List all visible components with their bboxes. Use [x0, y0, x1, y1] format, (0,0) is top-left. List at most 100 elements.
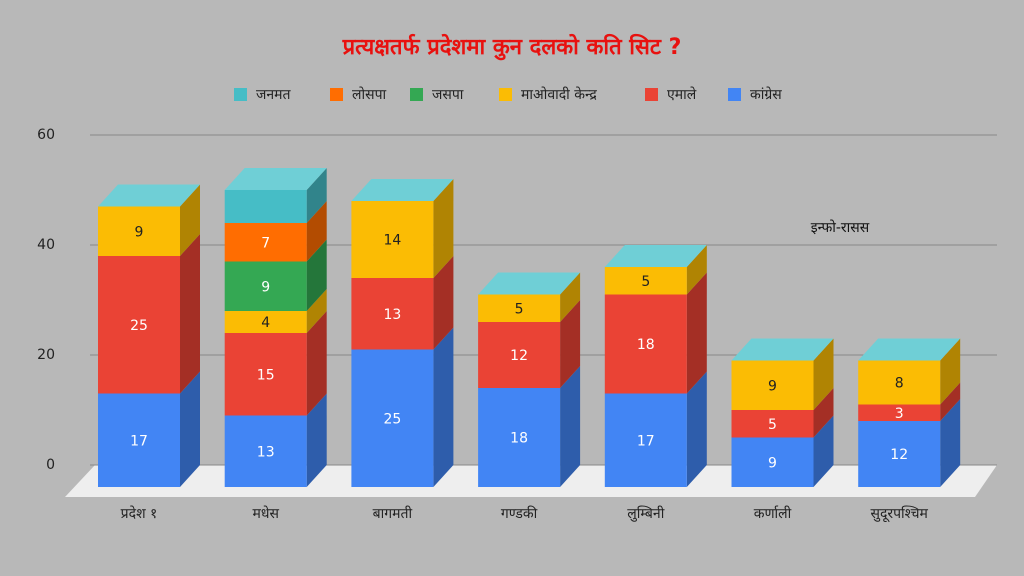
bar-segment	[351, 201, 434, 278]
bar-side	[306, 168, 327, 223]
legend-label: कांग्रेस	[750, 86, 782, 103]
legend-label: जनमत	[256, 87, 292, 103]
bar-side	[686, 272, 707, 394]
bar-side	[560, 272, 581, 322]
y-tick-label: 60	[37, 127, 55, 143]
bar-cap	[224, 168, 327, 190]
x-tick-label: गण्डकी	[501, 505, 538, 522]
bar-segment	[731, 410, 814, 438]
bar-side	[306, 393, 327, 487]
data-label: 9	[768, 378, 777, 394]
bar-segment	[478, 294, 561, 322]
bar-segment	[858, 360, 941, 405]
bar-side	[433, 179, 454, 278]
bar-segment	[478, 388, 561, 487]
data-label: 25	[383, 411, 401, 427]
bar-side	[306, 289, 327, 333]
bar-side	[306, 239, 327, 311]
bar-segment	[604, 294, 687, 394]
legend-swatch	[728, 88, 741, 101]
bar-segment	[858, 421, 941, 487]
bar-segment	[731, 437, 814, 487]
data-label: 18	[510, 431, 528, 447]
bar-side	[560, 366, 581, 487]
data-label: 9	[135, 224, 144, 240]
bar-segment	[98, 206, 180, 256]
bar-cap	[858, 338, 961, 361]
bar-side	[686, 245, 707, 295]
annotation: इन्फो-रासस	[811, 219, 870, 236]
legend-label: एमाले	[667, 86, 697, 103]
bar-side	[813, 338, 834, 410]
bar-cap	[98, 184, 200, 207]
data-label: 5	[515, 301, 524, 317]
bar-segment	[731, 360, 814, 410]
y-tick-label: 0	[46, 457, 55, 473]
bar-cap	[731, 338, 834, 361]
data-label: 18	[637, 337, 655, 353]
bar-side	[560, 300, 581, 388]
bar-side	[306, 201, 327, 262]
data-label: 9	[261, 279, 270, 295]
data-label: 5	[768, 417, 777, 433]
x-tick-label: लुम्बिनी	[627, 505, 664, 522]
bar-side	[813, 415, 834, 487]
data-label: 13	[257, 444, 275, 460]
data-label: 17	[130, 433, 148, 449]
data-label: 25	[130, 318, 148, 334]
data-label: 7	[261, 235, 270, 251]
bar-side	[180, 184, 200, 256]
x-tick-label: मधेस	[252, 505, 279, 522]
bar-segment	[224, 261, 307, 311]
bar-side	[940, 382, 961, 421]
x-tick-label: बागमती	[373, 505, 413, 522]
data-label: 5	[641, 274, 650, 290]
bar-segment	[98, 393, 180, 487]
data-label: 17	[637, 433, 655, 449]
legend-label: माओवादी केन्द्र	[521, 86, 597, 103]
bar-side	[686, 371, 707, 487]
bar-segment	[351, 349, 434, 487]
bar-segment	[224, 333, 307, 416]
data-label: 15	[257, 367, 275, 383]
bar-segment	[478, 322, 561, 388]
legend-swatch	[234, 88, 247, 101]
data-label: 14	[383, 233, 401, 249]
bar-segment	[858, 404, 941, 421]
legend-swatch	[499, 88, 512, 101]
bar-cap	[604, 245, 707, 267]
bar-segment	[224, 415, 307, 487]
bar-segment	[604, 267, 687, 295]
data-label: 4	[261, 315, 270, 331]
data-label: 3	[895, 406, 904, 422]
bar-cap	[478, 272, 581, 295]
data-label: 13	[383, 307, 401, 323]
data-label: 9	[768, 455, 777, 471]
bar-segment	[351, 278, 434, 350]
x-tick-label: सुदूरपश्चिम	[870, 505, 928, 523]
bar-cap	[351, 179, 454, 201]
bar-segment	[98, 256, 180, 394]
bar-side	[306, 311, 327, 416]
chart-title: प्रत्यक्षतर्फ प्रदेशमा कुन दलको कति सिट …	[342, 33, 682, 61]
legend-label: लोसपा	[352, 86, 387, 103]
bar-side	[940, 399, 961, 487]
bar-segment	[224, 190, 307, 223]
x-tick-label: कर्णाली	[754, 505, 792, 522]
bar-side	[180, 371, 200, 487]
legend-swatch	[410, 88, 423, 101]
x-tick-label: प्रदेश १	[121, 505, 158, 522]
data-label: 12	[510, 348, 528, 364]
legend-swatch	[645, 88, 658, 101]
bar-side	[433, 327, 454, 487]
data-label: 8	[895, 376, 904, 392]
bar-segment	[224, 311, 307, 333]
bar-segment	[604, 393, 687, 487]
data-label: 12	[890, 447, 908, 463]
bar-side	[180, 234, 200, 394]
bar-side	[813, 388, 834, 438]
y-tick-label: 40	[37, 237, 55, 253]
y-tick-label: 20	[37, 347, 55, 363]
legend-swatch	[330, 88, 343, 101]
